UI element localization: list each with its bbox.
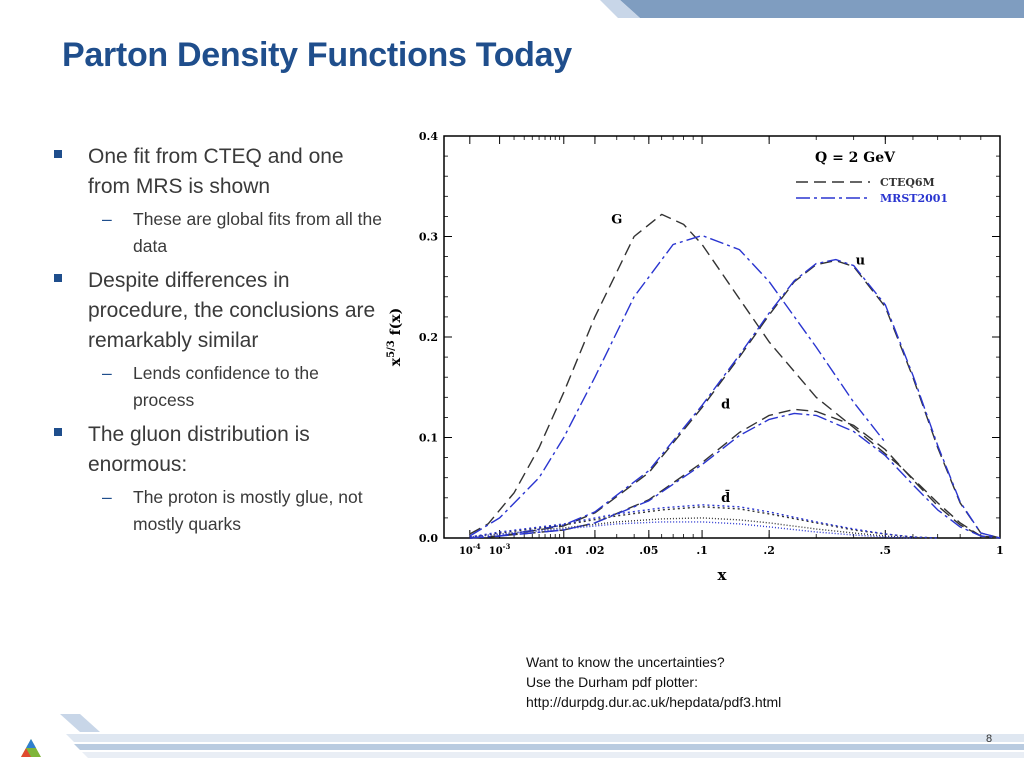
- curve-label: d: [721, 397, 730, 412]
- sub-bullet-1: – These are global fits from all the dat…: [54, 206, 384, 260]
- header-band: [600, 0, 1024, 18]
- series-line-u-MRST2001: [469, 258, 1001, 539]
- logo-icon: [21, 739, 41, 757]
- series-line-dbar-MRST2001: [469, 504, 938, 539]
- series-line-d-MRST2001: [469, 412, 1001, 539]
- series-line-G-MRST2001: [469, 234, 886, 537]
- y-tick-label: 0.4: [419, 130, 438, 143]
- series-line-d-CTEQ6M: [469, 408, 1001, 539]
- series-line-G-CTEQ6M: [469, 213, 1001, 539]
- series-line-sea-MRST2001: [469, 521, 913, 539]
- x-tick-label: .5: [880, 544, 891, 557]
- y-axis-label: x5/3 f(x): [386, 308, 404, 366]
- series-line-sea-CTEQ6M: [469, 517, 913, 539]
- x-tick-label: 10-4: [459, 542, 481, 557]
- pdf-chart: 0.0 0.1 0.2 0.3 0.4 10-4 10-3 .01 .02 .05 .1 .2 .5 1 x…: [386, 130, 1004, 584]
- x-tick-label: 1: [996, 544, 1004, 557]
- chart-annotation: Q = 2 GeV: [815, 150, 896, 166]
- dash-bullet-icon: –: [102, 209, 112, 229]
- sub-bullet-2-text: Lends confidence to the process: [133, 363, 319, 410]
- slide-title: Parton Density Functions Today: [62, 36, 572, 74]
- sub-bullet-3-text: The proton is mostly glue, not mostly qu…: [133, 487, 363, 534]
- bullet-3: The gluon distribution is enormous:: [54, 420, 384, 480]
- footer-band: [60, 714, 1024, 758]
- bullet-1-text: One fit from CTEQ and one from MRS is sh…: [88, 145, 344, 198]
- series-line-u-CTEQ6M: [469, 259, 1001, 539]
- page-number: 8: [986, 733, 993, 745]
- square-bullet-icon: [54, 274, 62, 282]
- bullet-2: Despite differences in procedure, the co…: [54, 266, 384, 356]
- bullet-2-text: Despite differences in procedure, the co…: [88, 269, 376, 352]
- y-tick-label: 0.1: [419, 432, 438, 445]
- x-tick-label: .05: [639, 544, 658, 557]
- bullet-1: One fit from CTEQ and one from MRS is sh…: [54, 142, 384, 202]
- legend-label: CTEQ6M: [880, 176, 935, 189]
- uncertainty-note: Want to know the uncertainties? Use the …: [526, 652, 781, 712]
- sub-bullet-3: – The proton is mostly glue, not mostly …: [54, 484, 384, 538]
- square-bullet-icon: [54, 150, 62, 158]
- x-tick-label: .02: [585, 544, 604, 557]
- x-tick-label: .01: [554, 544, 573, 557]
- sub-bullet-2: – Lends confidence to the process: [54, 360, 384, 414]
- series-line-dbar-CTEQ6M: [469, 506, 938, 539]
- curve-label: G: [611, 212, 622, 227]
- bullet-3-text: The gluon distribution is enormous:: [88, 423, 310, 476]
- note-link[interactable]: http://durpdg.dur.ac.uk/hepdata/pdf3.htm…: [526, 694, 782, 710]
- y-tick-label: 0.3: [419, 231, 438, 244]
- note-line-2: Use the Durham pdf plotter:: [526, 674, 698, 690]
- square-bullet-icon: [54, 428, 62, 436]
- bullet-list: One fit from CTEQ and one from MRS is sh…: [54, 136, 384, 544]
- sub-bullet-1-text: These are global fits from all the data: [133, 209, 383, 256]
- y-tick-label: 0.0: [419, 532, 438, 545]
- x-tick-label: 10-3: [489, 542, 511, 557]
- y-tick-label: 0.2: [419, 331, 438, 344]
- curve-label: u: [856, 254, 865, 269]
- x-axis-label: x: [718, 566, 728, 584]
- dash-bullet-icon: –: [102, 487, 112, 507]
- legend-label: MRST2001: [880, 192, 948, 205]
- dash-bullet-icon: –: [102, 363, 112, 383]
- x-tick-label: .2: [763, 544, 774, 557]
- x-tick-label: .1: [696, 544, 707, 557]
- curve-label: d̄: [721, 488, 730, 505]
- note-line-1: Want to know the uncertainties?: [526, 654, 725, 670]
